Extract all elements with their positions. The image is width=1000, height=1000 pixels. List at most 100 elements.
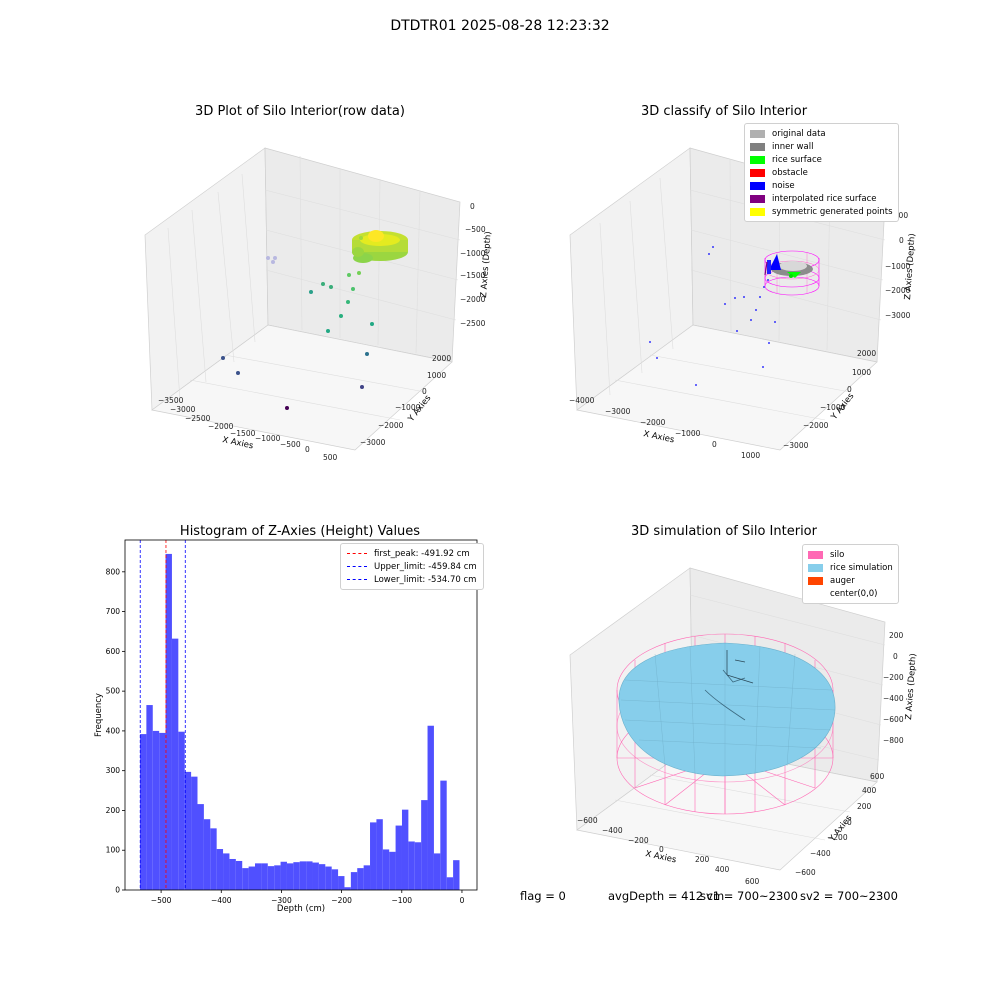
histogram-bar (344, 887, 351, 890)
legend-line (347, 579, 367, 580)
histogram-bar (152, 730, 160, 890)
x-axis-label: X Axies (644, 849, 677, 865)
x-tick: 0 (659, 845, 664, 854)
histogram-bar (312, 862, 319, 890)
y-tick: −400 (810, 849, 831, 858)
legend-swatch (750, 168, 765, 177)
noise-point (750, 319, 752, 321)
histogram-bar (318, 864, 326, 890)
legend-label: auger (830, 575, 855, 586)
histogram-bar (446, 877, 454, 890)
noise-point (774, 321, 776, 323)
histogram-bar (414, 842, 422, 890)
y-tick: −2000 (378, 421, 404, 430)
y-tick: −600 (795, 868, 816, 877)
histogram-bar (171, 638, 179, 890)
point (273, 256, 277, 260)
y-tick-label: 200 (106, 806, 121, 815)
noise-point (768, 342, 770, 344)
x-tick: −2500 (185, 414, 211, 423)
y-tick: 2000 (857, 349, 876, 358)
histogram-bar (299, 861, 307, 890)
y-tick: −3000 (783, 441, 809, 450)
panel2-title: 3D classify of Silo Interior (640, 104, 808, 119)
x-tick: 500 (323, 453, 338, 462)
histogram-bar (165, 553, 172, 890)
histogram-bar (286, 863, 294, 890)
point (370, 322, 374, 326)
legend-item-center: center(0,0) (808, 587, 893, 600)
x-tick-label: −200 (331, 896, 352, 905)
point (236, 371, 240, 375)
y-tick: 1000 (852, 368, 871, 377)
histogram-bar (363, 865, 371, 890)
depth-histogram: −500 −400 −300 −200 −100 0 0 100 200 300 400 500 60… (94, 539, 478, 914)
panel1-title: 3D Plot of Silo Interior(row data) (195, 104, 405, 119)
y-tick-label: 100 (106, 846, 121, 855)
classify-legend: original data inner wall rice surface ob… (744, 123, 899, 222)
point (221, 356, 225, 360)
histogram-legend: first_peak: -491.92 cm Upper_limit: -459… (340, 543, 484, 590)
legend-label: obstacle (772, 167, 808, 178)
legend-item-interpolated: interpolated rice surface (750, 192, 893, 205)
status-avg-depth: avgDepth = 412 cm (608, 889, 725, 903)
x-tick: −1000 (675, 429, 701, 438)
z-tick: 0 (893, 652, 898, 661)
legend-swatch (808, 590, 823, 598)
auger (726, 650, 754, 684)
z-tick: −2500 (460, 319, 486, 328)
x-tick: 0 (305, 445, 310, 454)
legend-item-symmetric: symmetric generated points (750, 205, 893, 218)
x-tick: 600 (745, 877, 760, 886)
legend-item-rice-simulation: rice simulation (808, 561, 893, 574)
x-tick-label: −300 (271, 896, 292, 905)
noise-point (734, 297, 736, 299)
z-tick: 0 (899, 236, 904, 245)
legend-item-silo: silo (808, 548, 893, 561)
histogram-bar (382, 849, 390, 890)
y-tick-label: 700 (106, 607, 121, 616)
x-tick-label: −500 (151, 896, 172, 905)
y-tick-label: 400 (106, 726, 121, 735)
y-tick: −1000 (820, 403, 846, 412)
histogram-bar (325, 866, 332, 890)
histogram-bar (370, 822, 377, 890)
z-tick: −2000 (885, 286, 911, 295)
pane-floor (576, 744, 878, 871)
y-tick: 1000 (427, 371, 446, 380)
x-tick-label: 0 (460, 896, 465, 905)
legend-item-inner-wall: inner wall (750, 140, 893, 153)
x-axis-label: Depth (cm) (277, 904, 325, 914)
histogram-bar (453, 860, 460, 890)
y-tick: 200 (857, 802, 872, 811)
x-tick: −2000 (640, 418, 666, 427)
legend-item-rice-surface: rice surface (750, 153, 893, 166)
z-tick: −400 (883, 694, 904, 703)
noise-point (656, 357, 658, 359)
point (271, 260, 275, 264)
z-tick: −1000 (460, 249, 486, 258)
y-ticks: 0 100 200 300 400 500 600 700 800 (106, 567, 125, 895)
point (347, 273, 351, 277)
silo-cluster (764, 250, 820, 296)
legend-label: rice simulation (830, 562, 893, 573)
legend-label: symmetric generated points (772, 206, 893, 217)
x-tick: −1500 (230, 429, 256, 438)
histogram-bar (389, 851, 396, 890)
legend-item-obstacle: obstacle (750, 166, 893, 179)
histogram-bar (421, 800, 428, 890)
histogram-bar (338, 876, 345, 890)
y-axis-label: Frequency (94, 693, 104, 737)
histogram-bar (427, 725, 434, 890)
histogram-bar (401, 809, 409, 890)
legend-swatch (808, 563, 823, 572)
noise-point (759, 296, 761, 298)
y-tick: −200 (827, 833, 848, 842)
noise-point (712, 246, 714, 248)
legend-label: Lower_limit: -534.70 cm (374, 574, 477, 585)
noise-point (649, 341, 651, 343)
z-tick: −1000 (885, 262, 911, 271)
x-ticks: −500 −400 −300 −200 −100 0 (151, 890, 465, 905)
y-tick: 600 (870, 772, 885, 781)
point (329, 285, 333, 289)
